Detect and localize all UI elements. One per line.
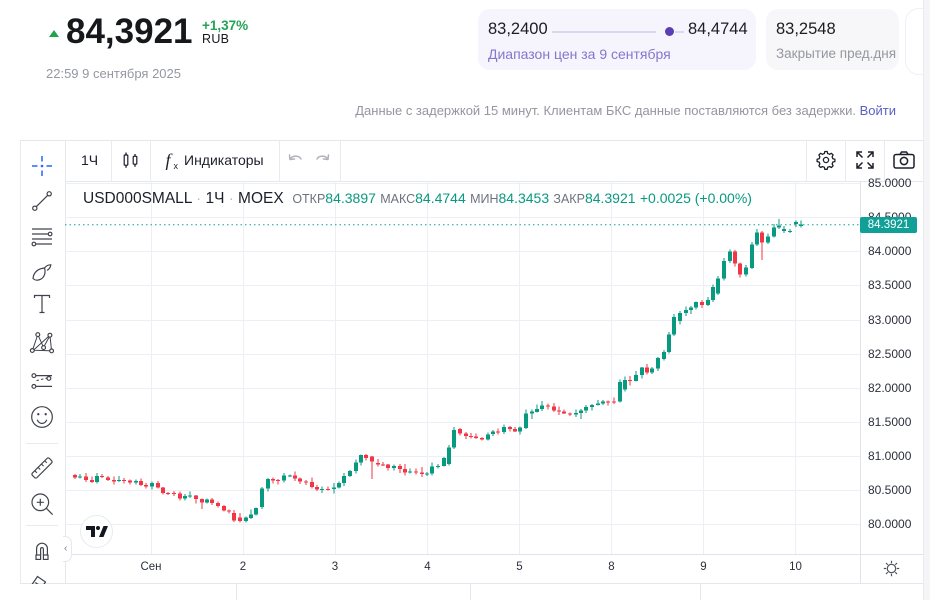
svg-text:x: x <box>174 161 179 171</box>
svg-text:f: f <box>166 150 174 170</box>
